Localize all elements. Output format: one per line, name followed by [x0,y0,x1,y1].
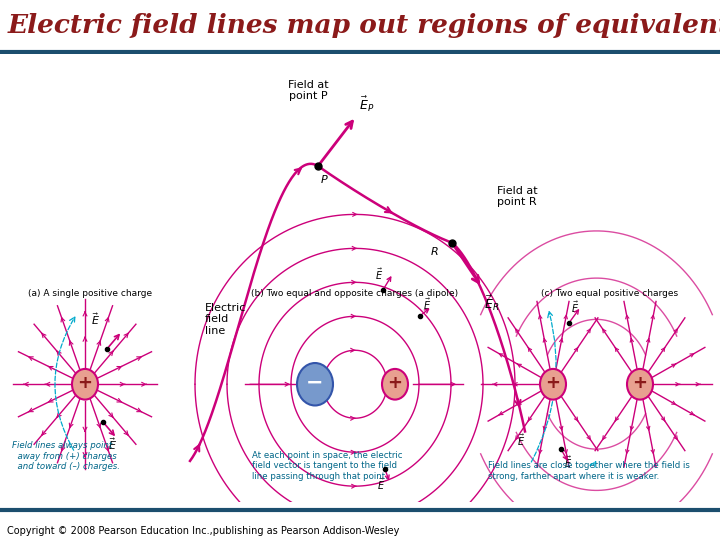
Text: $\vec{E}$: $\vec{E}$ [571,300,579,315]
Text: Electric
field
line: Electric field line [205,303,246,336]
Text: $\vec{E}$: $\vec{E}$ [423,296,431,312]
Text: $\vec{E}_R$: $\vec{E}_R$ [484,293,499,313]
Text: Field at
point R: Field at point R [497,186,537,207]
Circle shape [627,369,653,400]
Text: (c) Two equal positive charges: (c) Two equal positive charges [541,289,678,298]
Circle shape [72,369,98,400]
Text: +: + [78,374,92,392]
Text: Field lines always point
  away from (+) charges
  and toward (–) charges.: Field lines always point away from (+) c… [12,441,120,471]
Circle shape [297,363,333,406]
Text: $P$: $P$ [320,173,329,185]
Text: Copyright © 2008 Pearson Education Inc.,publishing as Pearson Addison-Wesley: Copyright © 2008 Pearson Education Inc.,… [7,525,400,536]
Text: $R$: $R$ [430,245,438,256]
Text: $\vec{E}$: $\vec{E}$ [375,267,383,282]
Text: $\vec{E}_P$: $\vec{E}_P$ [359,95,374,114]
Text: $\vec{E}$: $\vec{E}$ [91,312,100,327]
Text: $\vec{E}$: $\vec{E}$ [564,455,572,470]
Text: $\vec{E}$: $\vec{E}$ [377,477,385,492]
Text: +: + [632,374,647,392]
Text: (a) A single positive charge: (a) A single positive charge [28,289,152,298]
Text: −: − [306,373,324,393]
Circle shape [382,369,408,400]
Text: $\vec{E}$: $\vec{E}$ [108,436,117,453]
Text: $\vec{E}$: $\vec{E}$ [517,432,525,448]
Text: At each point in space, the electric
field vector is tangent to the field
line p: At each point in space, the electric fie… [252,451,402,481]
Text: Electric field lines map out regions of equivalent force I: Electric field lines map out regions of … [7,14,720,38]
Text: (b) Two equal and opposite charges (a dipole): (b) Two equal and opposite charges (a di… [251,289,459,298]
Text: Field at
point P: Field at point P [288,79,328,101]
Text: +: + [546,374,560,392]
Text: +: + [387,374,402,392]
Text: Field lines are close together where the field is
strong, farther apart where it: Field lines are close together where the… [488,461,690,481]
Circle shape [540,369,566,400]
